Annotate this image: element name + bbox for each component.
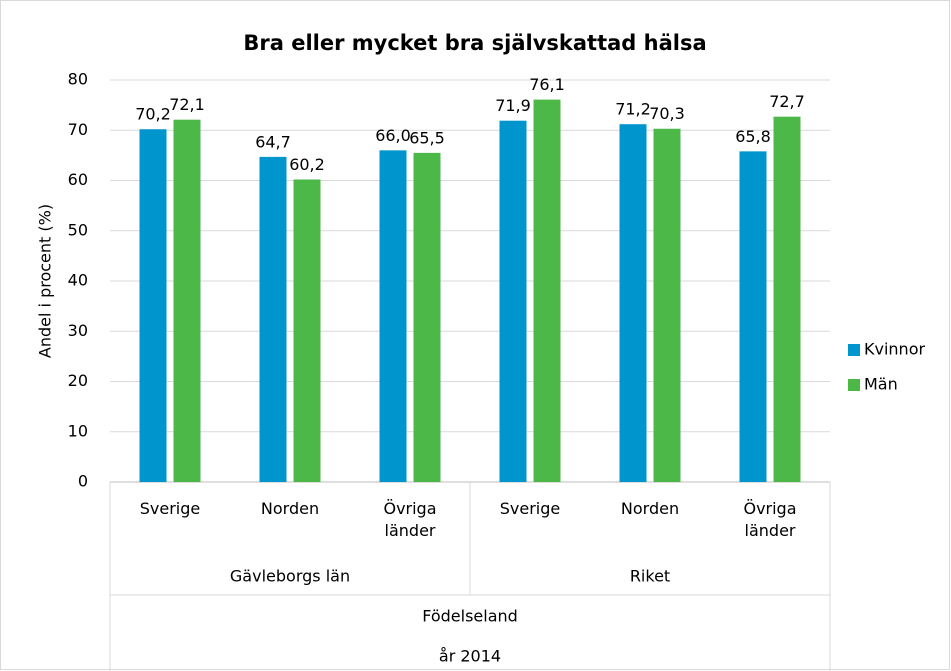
data-label: 76,1 [529,75,565,94]
legend-label: Kvinnor [864,340,925,359]
bar [533,99,561,482]
category-group-label: Gävleborgs län [230,567,350,586]
legend-swatch [848,379,860,391]
y-tick-label: 50 [68,220,88,239]
x-tick-label: Övriga länder [743,499,797,540]
y-tick-label: 60 [68,170,88,189]
bar [139,129,167,482]
data-label: 71,9 [495,96,531,115]
y-tick-label: 0 [78,472,88,491]
bar [773,116,801,483]
x-tick-label: Norden [620,499,680,518]
chart-title: Bra eller mycket bra självskattad hälsa [243,31,706,55]
x-tick-container: Sverige [499,499,561,518]
data-label: 72,1 [169,95,205,114]
data-label: 72,7 [769,92,805,111]
y-tick-label: 80 [68,70,88,89]
x-axis-label: Födelseland [422,607,518,626]
data-label: 64,7 [255,132,291,151]
data-label: 70,3 [649,104,685,123]
data-label: 71,2 [615,100,651,119]
x-tick-label: Sverige [139,499,201,518]
legend-label: Män [864,375,898,394]
y-tick-label: 70 [68,120,88,139]
x-tick-label: Sverige [499,499,561,518]
bar [259,156,287,482]
bar [173,119,201,482]
x-tick-label: Norden [260,499,320,518]
x-tick-container: Övriga länder [383,499,437,540]
y-tick-label: 30 [68,321,88,340]
x-tick-container: Sverige [139,499,201,518]
legend-swatch [848,344,860,356]
y-tick-label: 40 [68,271,88,290]
bar [653,128,681,482]
data-label: 70,2 [135,105,171,124]
subtitle: år 2014 [439,647,501,666]
y-axis-label: Andel i procent (%) [36,204,55,358]
bar [379,150,407,482]
data-label: 65,5 [409,128,445,147]
data-label: 60,2 [289,155,325,174]
bar [739,151,767,483]
bar [619,124,647,482]
category-group-label: Riket [630,567,670,586]
x-tick-container: Norden [260,499,320,518]
bar [293,179,321,482]
y-tick-label: 20 [68,371,88,390]
x-tick-label: Övriga länder [383,499,437,540]
bar [499,120,527,482]
y-tick-label: 10 [68,421,88,440]
data-label: 65,8 [735,127,771,146]
data-label: 66,0 [375,126,411,145]
x-tick-container: Norden [620,499,680,518]
bar [413,152,441,483]
x-tick-container: Övriga länder [743,499,797,540]
